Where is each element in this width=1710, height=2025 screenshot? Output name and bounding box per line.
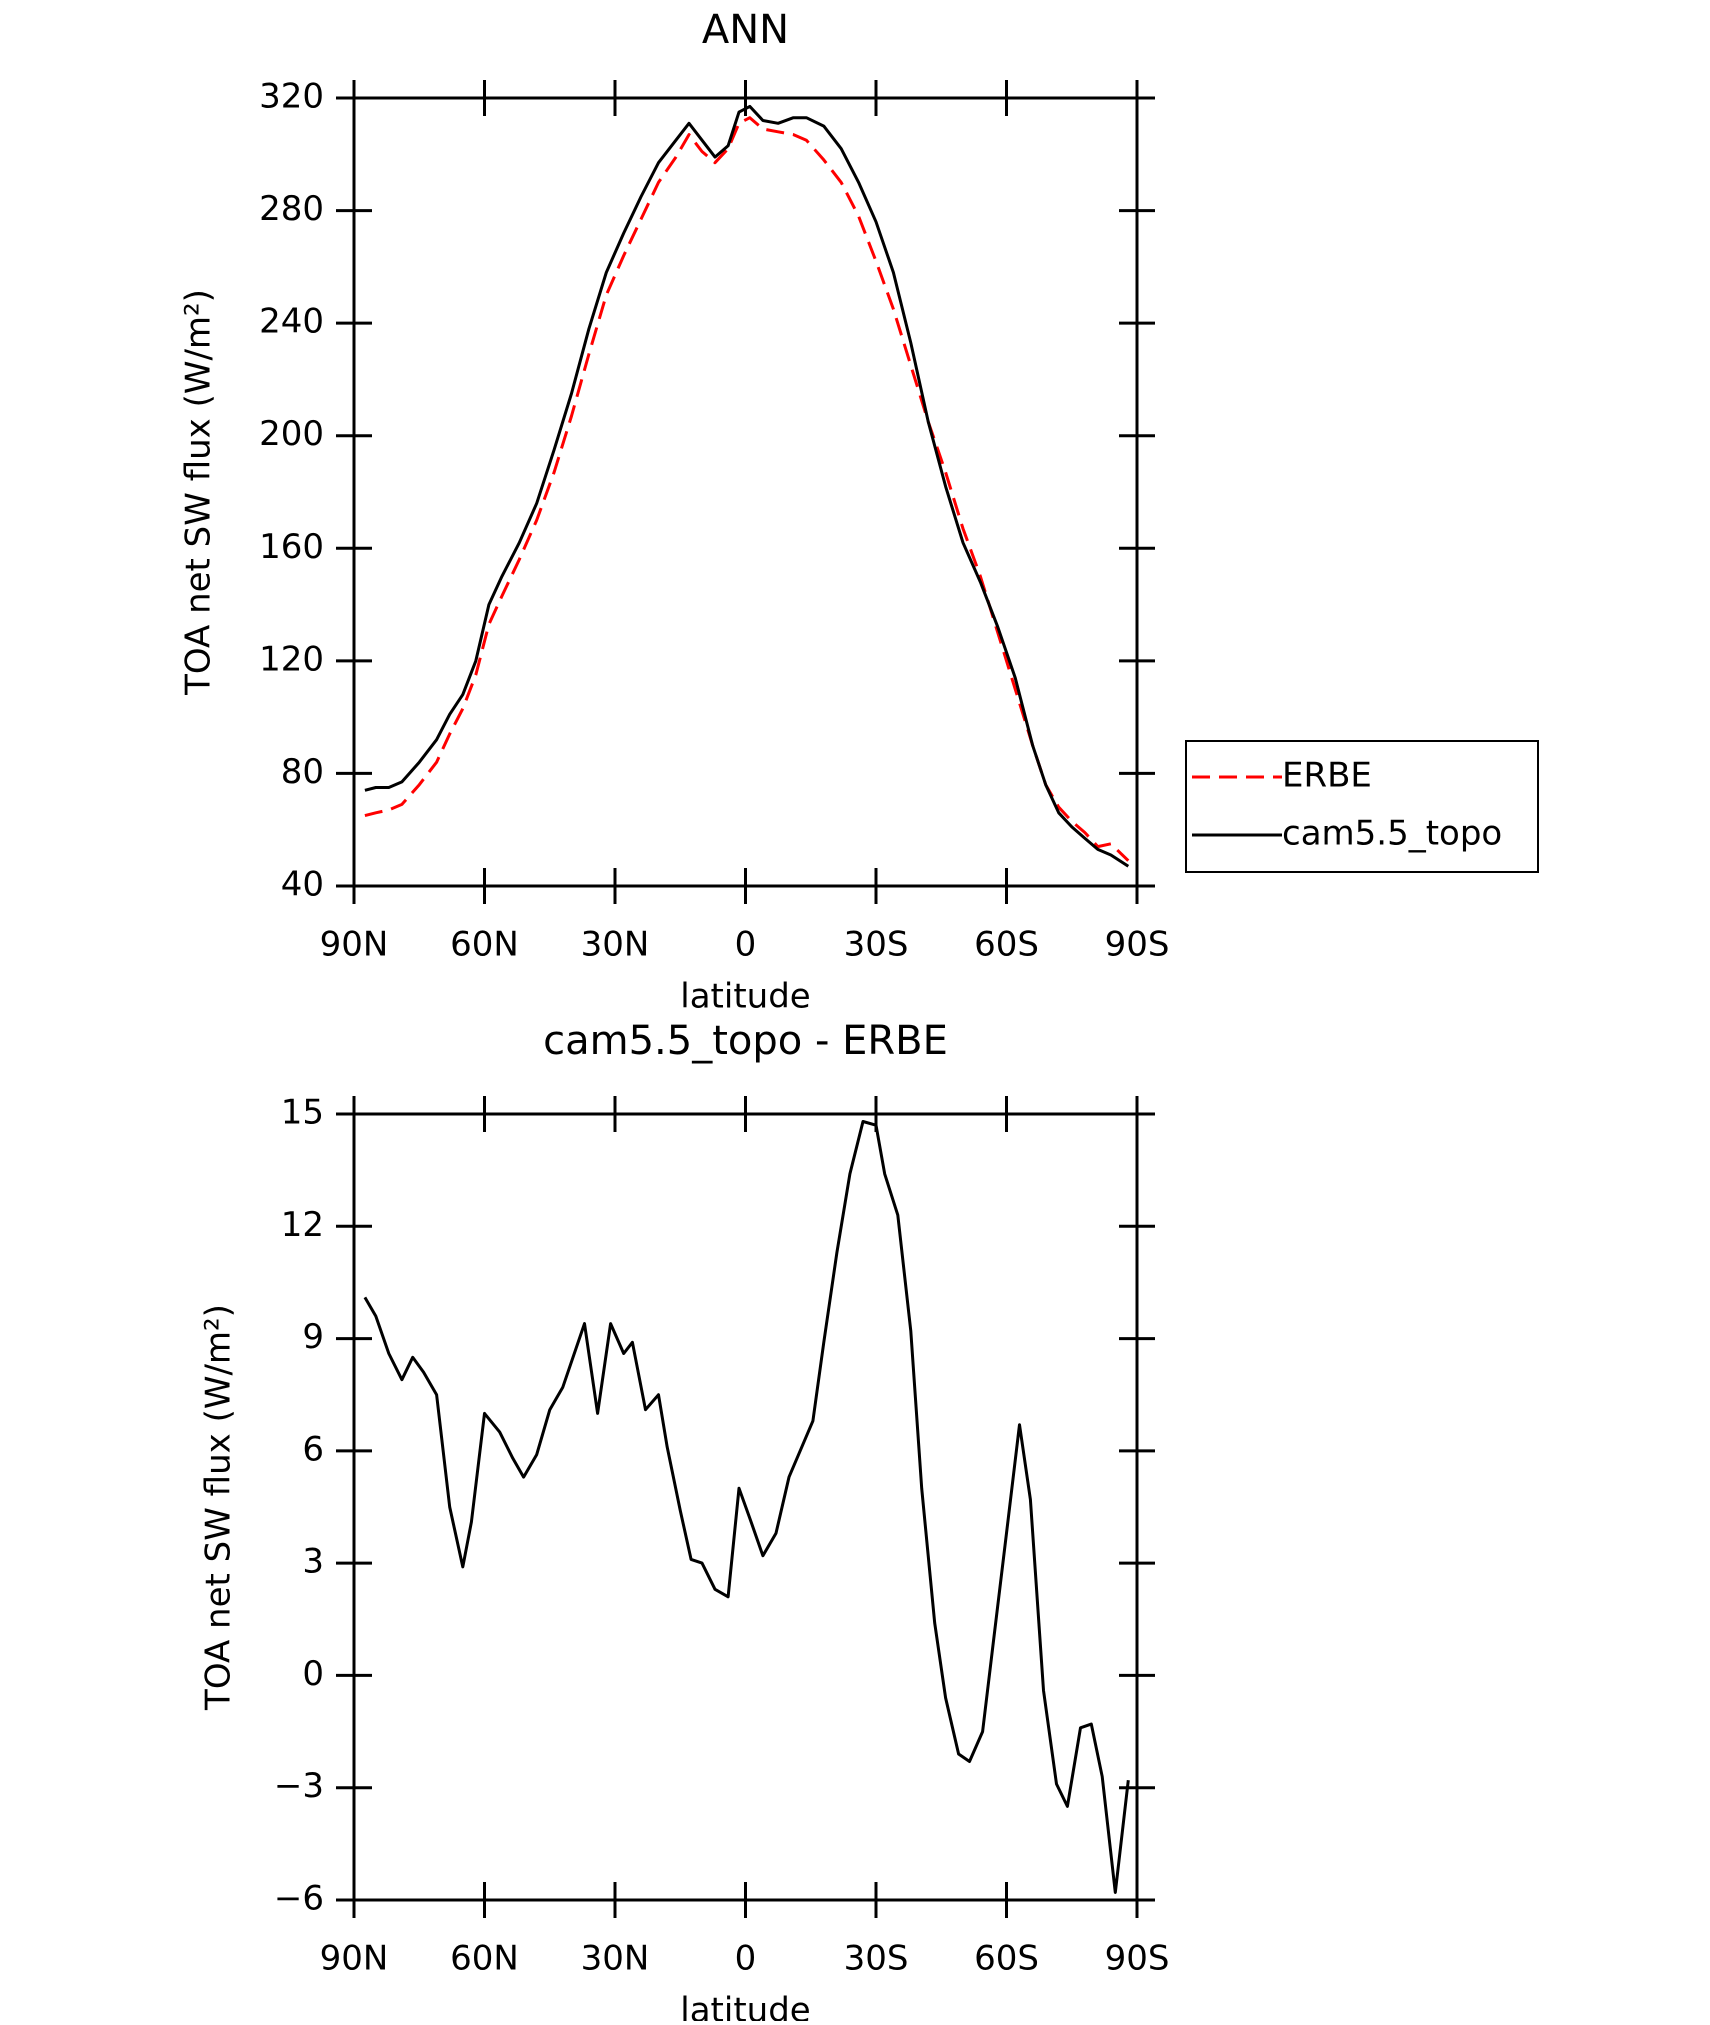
legend-label: cam5.5_topo [1282, 814, 1502, 854]
y-tick-label: 3 [302, 1542, 324, 1582]
x-tick-label: 30S [844, 1939, 909, 1979]
y-tick-label: 160 [259, 527, 324, 567]
x-tick-label: 60S [974, 925, 1039, 965]
y-tick-label: 200 [259, 414, 324, 454]
plot-frame [352, 96, 1139, 888]
y-tick-label: 15 [281, 1093, 324, 1133]
plot-frame [352, 1112, 1139, 1902]
x-tick-label: 60N [450, 1939, 519, 1979]
y-tick-label: 40 [281, 865, 324, 905]
x-tick-label: 90N [320, 1939, 389, 1979]
y-tick-label: 120 [259, 639, 324, 679]
x-tick-label: 60S [974, 1939, 1039, 1979]
x-tick-label: 90S [1105, 1939, 1170, 1979]
series-line [364, 116, 1130, 862]
y-tick-label: 240 [259, 302, 324, 342]
x-tick-label: 30S [844, 925, 909, 965]
y-axis-label: TOA net SW flux (W/m²) [179, 289, 219, 696]
legend-box [1185, 740, 1539, 873]
series-line [363, 1120, 1130, 1894]
y-axis-label: TOA net SW flux (W/m²) [199, 1304, 239, 1711]
x-tick-label: 60N [450, 925, 519, 965]
x-axis-label: latitude [680, 977, 810, 1017]
y-tick-label: −3 [274, 1766, 324, 1806]
y-tick-label: 80 [281, 752, 324, 792]
y-tick-label: 12 [281, 1205, 324, 1245]
y-tick-label: 0 [302, 1654, 324, 1694]
x-tick-label: 90S [1105, 925, 1170, 965]
y-tick-label: 9 [302, 1317, 324, 1357]
y-tick-label: 280 [259, 189, 324, 229]
chart-title: ANN [702, 7, 789, 53]
x-tick-label: 30N [581, 925, 650, 965]
legend-label: ERBE [1282, 756, 1372, 796]
chart-title: cam5.5_topo - ERBE [543, 1018, 948, 1064]
x-axis-label: latitude [680, 1991, 810, 2022]
series-line [364, 104, 1130, 868]
x-tick-label: 0 [735, 1939, 757, 1979]
y-tick-label: 6 [302, 1429, 324, 1469]
x-tick-label: 90N [320, 925, 389, 965]
y-tick-label: 320 [259, 77, 324, 117]
x-tick-label: 30N [581, 1939, 650, 1979]
y-tick-label: −6 [274, 1879, 324, 1919]
x-tick-label: 0 [735, 925, 757, 965]
